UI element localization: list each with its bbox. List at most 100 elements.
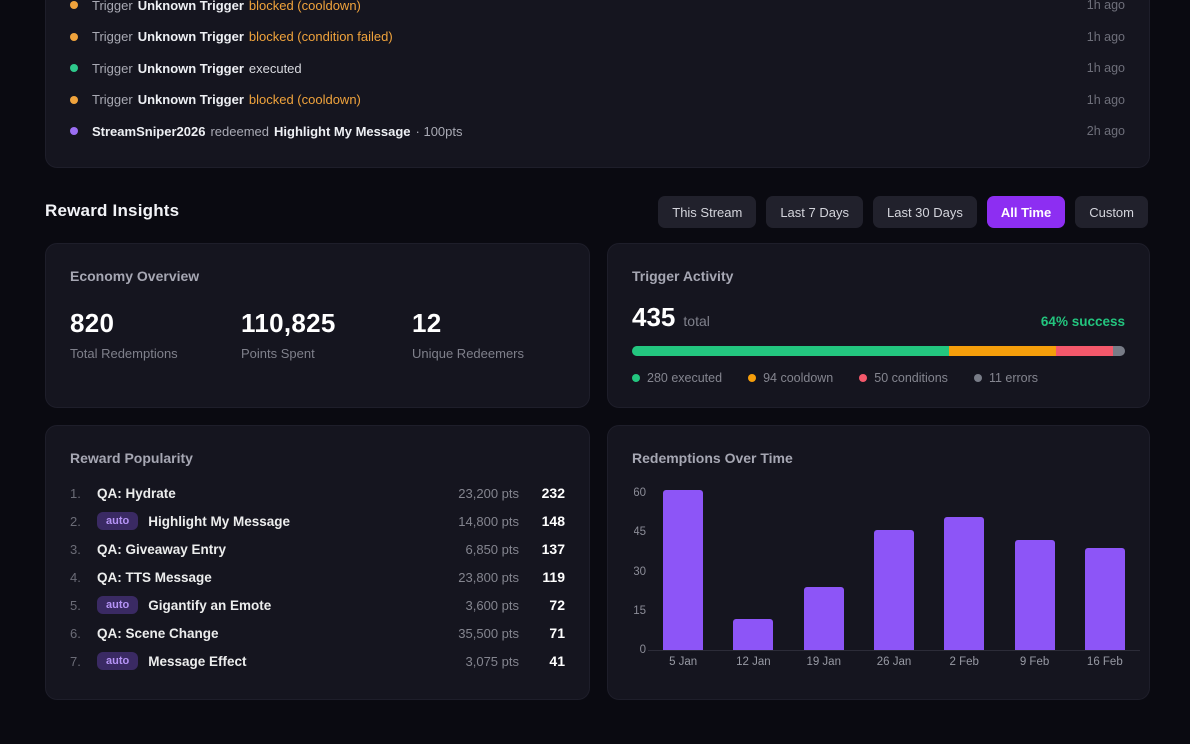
log-entry: Trigger Unknown Trigger blocked (cooldow…	[70, 0, 1125, 21]
log-status: blocked (cooldown)	[248, 92, 361, 108]
log-prefix: Trigger	[92, 60, 133, 76]
reward-points: 6,850 pts	[465, 541, 520, 557]
reward-points: 35,500 pts	[458, 625, 519, 641]
log-status: executed	[248, 60, 302, 76]
stat-label: Unique Redeemers	[412, 346, 525, 361]
reward-rank: 5.	[70, 597, 81, 613]
log-prefix: Trigger	[92, 92, 133, 108]
legend-item-errors: 11 errors	[973, 371, 1038, 385]
stat-label: Total Redemptions	[70, 346, 178, 361]
reward-row-qa-giveaway-entry: 3. QA: Giveaway Entry 6,850 pts 137	[70, 535, 565, 563]
reward-list: 1. QA: Hydrate 23,200 pts 232 2. auto Highligh…	[70, 479, 565, 675]
y-axis-tick-0: 0	[634, 644, 646, 656]
blocked-status-dot-icon	[70, 95, 78, 104]
x-axis-label-5-jan: 5 Jan	[669, 656, 698, 668]
reward-row-qa-scene-change: 6. QA: Scene Change 35,500 pts 71	[70, 619, 565, 647]
log-reward: Highlight My Message	[274, 123, 411, 139]
reward-rank: 1.	[70, 485, 81, 501]
y-axis-tick-label: 15	[634, 604, 646, 617]
filter-button-last-30-days[interactable]: Last 30 Days	[872, 196, 977, 228]
log-entry-redemption: StreamSniper2026 redeemed Highlight My M…	[70, 116, 1125, 148]
time-filter-group: This Stream Last 7 Days Last 30 Days All Ti…	[658, 196, 1148, 228]
card-title: Reward Popularity	[70, 450, 193, 466]
log-action: redeemed	[210, 123, 269, 139]
executed-dot-icon	[632, 374, 640, 382]
auto-badge: auto	[97, 512, 139, 530]
bar-slot-12-jan	[718, 619, 788, 650]
errors-dot-icon	[973, 374, 982, 382]
filter-button-custom[interactable]: Custom	[1075, 196, 1148, 228]
progress-segment-executed	[632, 346, 950, 356]
log-status: blocked (condition failed)	[248, 29, 393, 45]
reward-name: QA: Scene Change	[97, 625, 219, 641]
stat-value: 110,825	[241, 308, 336, 338]
trigger-total-label: total	[683, 313, 710, 329]
bar-19-jan[interactable]	[803, 587, 844, 650]
filter-button-this-stream[interactable]: This Stream	[658, 196, 757, 228]
x-axis-label-12-jan: 12 Jan	[736, 656, 771, 668]
bar-12-jan[interactable]	[733, 619, 774, 650]
page-title: Reward Insights	[45, 201, 180, 220]
progress-segment-cooldown	[949, 346, 1056, 356]
y-axis-tick-60: 60	[634, 487, 646, 499]
stat-value: 12	[412, 308, 442, 338]
reward-name: QA: Giveaway Entry	[97, 541, 227, 557]
x-axis-labels: 5 Jan 12 Jan 19 Jan 26 Jan 2 Feb 9 Feb 16 Feb	[648, 656, 1140, 668]
log-timestamp: 1h ago	[1086, 29, 1125, 44]
bar-5-jan[interactable]	[663, 490, 704, 650]
auto-badge: auto	[97, 596, 139, 614]
reward-points: 23,800 pts	[458, 569, 519, 585]
blocked-status-dot-icon	[70, 1, 78, 10]
y-axis-tick-15: 15	[634, 605, 646, 617]
reward-points: 3,075 pts	[465, 653, 520, 669]
bar-26-jan[interactable]	[873, 530, 914, 650]
stat-total-redemptions: 820 Total Redemptions	[70, 308, 241, 361]
log-points: · 100pts	[415, 123, 463, 139]
legend-label: 50 conditions	[874, 371, 948, 385]
reward-row-highlight-my-message: 2. auto Highlight My Message 14,800 pts 148	[70, 507, 565, 535]
x-axis-label-9-feb: 9 Feb	[1019, 656, 1050, 668]
stat-value: 820	[70, 308, 115, 338]
bar-slot-9-feb	[999, 540, 1069, 650]
progress-segment-errors	[1112, 346, 1125, 356]
card-title: Redemptions Over Time	[632, 450, 793, 466]
bar-slot-26-jan	[859, 530, 929, 650]
log-timestamp: 1h ago	[1086, 61, 1125, 76]
log-subject: Unknown Trigger	[137, 92, 244, 108]
success-rate-label: 64% success	[1040, 314, 1125, 329]
reward-points: 23,200 pts	[458, 485, 519, 501]
bar-slot-5-jan	[648, 490, 718, 650]
log-entry: Trigger Unknown Trigger executed 1h ago	[70, 53, 1125, 85]
reward-rank: 7.	[70, 653, 81, 669]
activity-log-card: Trigger Unknown Trigger blocked (cooldow…	[45, 0, 1150, 168]
log-timestamp: 2h ago	[1086, 124, 1125, 139]
reward-points: 14,800 pts	[458, 513, 519, 529]
bar-slot-16-feb	[1070, 548, 1140, 650]
stat-points-spent: 110,825 Points Spent	[241, 308, 412, 361]
y-axis-tick-label: 60	[634, 487, 646, 499]
reward-name: Message Effect	[148, 653, 247, 669]
trigger-activity-card: Trigger Activity 435 total 64% success 2…	[607, 243, 1150, 408]
filter-button-last-7-days[interactable]: Last 7 Days	[766, 196, 863, 228]
economy-stats: 820 Total Redemptions 110,825 Points Spe…	[70, 308, 565, 361]
bar-2-feb[interactable]	[944, 517, 985, 650]
filter-button-all-time[interactable]: All Time	[986, 196, 1066, 228]
card-title: Economy Overview	[70, 268, 200, 284]
cooldown-dot-icon	[748, 374, 757, 382]
log-subject: Unknown Trigger	[137, 60, 244, 76]
reward-count: 119	[542, 569, 565, 585]
bar-9-feb[interactable]	[1014, 540, 1055, 650]
y-axis-tick-30: 30	[634, 566, 646, 578]
reward-name: Highlight My Message	[148, 513, 291, 529]
executed-status-dot-icon	[70, 64, 78, 73]
reward-row-qa-hydrate: 1. QA: Hydrate 23,200 pts 232	[70, 479, 565, 507]
reward-row-gigantify-an-emote: 5. auto Gigantify an Emote 3,600 pts 72	[70, 591, 565, 619]
reward-rank: 2.	[70, 513, 81, 529]
bar-16-feb[interactable]	[1084, 548, 1125, 650]
reward-name: Gigantify an Emote	[148, 597, 272, 613]
x-axis-label-19-jan: 19 Jan	[806, 656, 841, 668]
legend-item-cooldown: 94 cooldown	[748, 371, 833, 385]
reward-name: QA: Hydrate	[97, 485, 176, 501]
y-axis-tick-label: 45	[634, 526, 646, 539]
